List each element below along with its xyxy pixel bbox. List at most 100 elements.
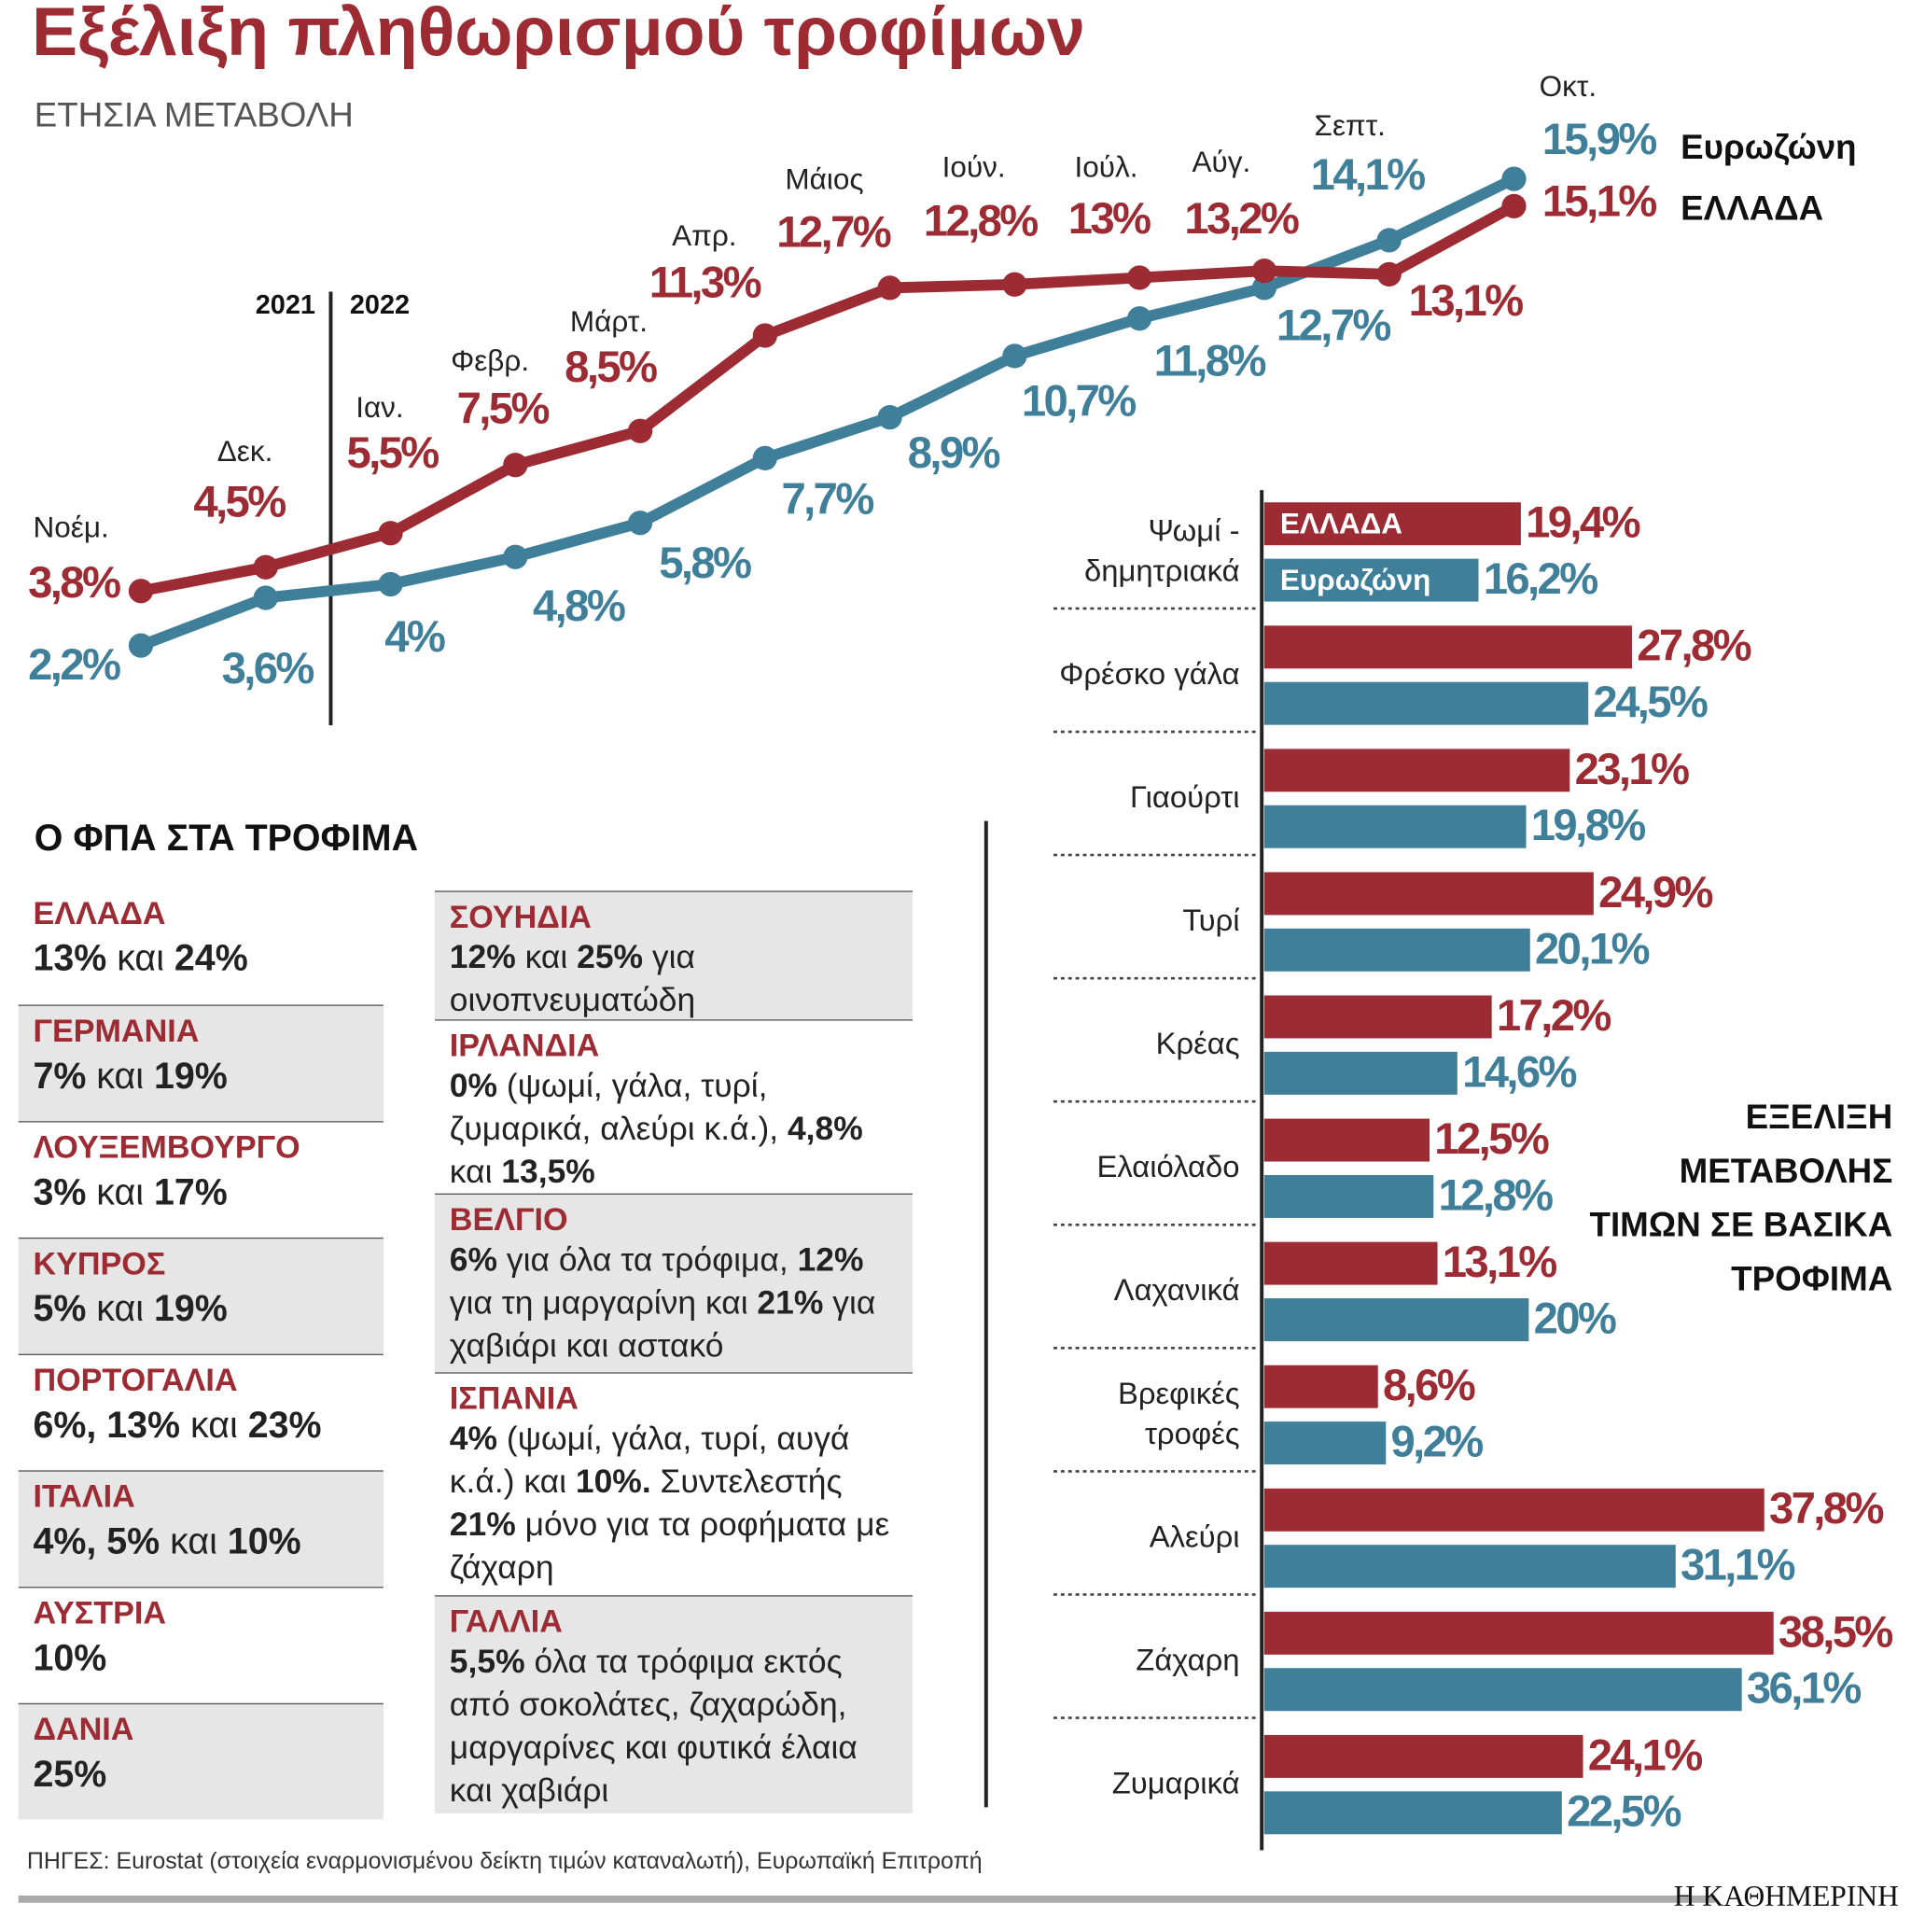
bar [1263,1611,1774,1655]
value-label: 15,9% [1542,115,1656,164]
vat-text: 5,5% όλα τα τρόφιμα εκτός από σοκολάτες,… [450,1641,898,1813]
bar [1263,1118,1430,1162]
bar [1263,625,1632,669]
bar [1263,995,1492,1039]
category-label: Ζάχαρη [1136,1642,1239,1676]
value-label: 17,2% [1497,991,1611,1041]
vat-text: 12% και 25% για οινοπνευματώδη [450,936,898,1022]
title: Εξέλιξη πληθωρισμού τροφίμων [32,0,1085,70]
value-label: 7,5% [457,385,550,434]
country: ΒΕΛΓΙΟ [449,1200,568,1238]
country: ΓΑΛΛΙΑ [449,1603,563,1640]
point [1501,166,1527,191]
value-label: 38,5% [1778,1607,1892,1657]
legend-label: ΕΛΛΑΔΑ [1681,189,1823,228]
vat-part: 4,8% [787,1110,863,1147]
month-label: Σεπτ. [1314,108,1385,142]
bar [1263,1298,1529,1341]
value-label: 12,8% [1439,1170,1553,1220]
country: ΙΣΠΑΝΙΑ [449,1379,579,1417]
vat-text: 4%, 5% και 10% [33,1516,369,1570]
point [1376,228,1402,253]
vat-part: 10%. [575,1463,651,1500]
vat-part: για χαβιάρι και αστακό [449,1283,876,1365]
value-label: 8,6% [1383,1361,1475,1410]
vat-row: ΓΕΡΜΑΝΙΑ 7% και 19% [18,1004,384,1122]
bar [1263,558,1479,602]
vat-text: 25% [33,1748,369,1802]
vat-row: ΙΡΛΑΝΔΙΑ 0% (ψωμί, γάλα, τυρί, ζυμαρικά, … [435,1019,914,1193]
vat-part: για οινοπνευματώδη [449,938,696,1018]
category-line: τροφές [1145,1416,1240,1450]
category-label: Γιαούρτι [1130,779,1240,814]
category-label: Βρεφικές τροφές [1118,1376,1240,1450]
vat-part: 25% [33,1754,107,1796]
vat-part: και [160,1521,228,1562]
value-label: 12,5% [1434,1114,1548,1164]
point [128,579,154,604]
vat-row: ΙΣΠΑΝΙΑ 4% (ψωμί, γάλα, τυρί, αυγά κ.ά.) … [435,1372,914,1595]
month-label: Οκτ. [1540,69,1597,103]
bar [1263,1174,1434,1218]
point [752,323,777,348]
value-label: 12,8% [924,197,1038,246]
vat-part: 10% [33,1638,107,1679]
country: ΙΡΛΑΝΔΙΑ [449,1027,600,1064]
legend-label: ΕΛΛΑΔΑ [1280,507,1402,540]
value-label: 11,8% [1154,336,1266,385]
bar [1263,1421,1387,1465]
vat-part: 12% [797,1240,864,1279]
vat-part: και [86,1289,154,1330]
point [1251,259,1277,284]
vat-part: 3% [33,1172,87,1213]
value-label: 12,7% [1276,301,1390,350]
bar [1263,749,1570,792]
source: ΠΗΓΕΣ: Eurostat (στοιχεία εναρμονισμένου… [27,1848,983,1874]
vat-text: 3% και 17% [33,1167,369,1221]
category-line: δημητριακά [1084,553,1240,587]
value-label: 27,8% [1637,622,1751,671]
value-label: 20% [1534,1294,1616,1343]
vat-part: και [515,938,578,975]
value-label: 4,8% [533,581,625,631]
vat-part: 5,5% [449,1643,525,1680]
value-label: 36,1% [1747,1664,1861,1714]
vat-row: ΒΕΛΓΙΟ 6% για όλα τα τρόφιμα, 12% για τη … [435,1193,914,1373]
month-label: Δεκ. [217,434,273,468]
vat-title: Ο ΦΠΑ ΣΤΑ ΤΡΟΦΙΜΑ [35,818,418,859]
bar [1263,1051,1458,1095]
vat-part: Συντελεστής [650,1463,843,1500]
year-label: 2021 [256,290,315,320]
point [128,633,154,658]
value-label: 22,5% [1567,1787,1681,1837]
category-label: Ψωμί - δημητριακά [1084,512,1240,587]
value-label: 14,1% [1311,150,1425,200]
series-line [139,201,1517,597]
vat-row: ΕΛΛΑΔΑ 13% και 24% [19,889,384,1005]
country: ΑΥΣΤΡΙΑ [33,1593,167,1631]
value-label: 23,1% [1575,745,1689,794]
category-label: Αλεύρι [1150,1519,1240,1553]
point [503,544,528,569]
vat-part: 12% [449,938,516,975]
vat-part: 13% [33,938,107,979]
bar [1263,1734,1583,1778]
series-line [138,174,1517,651]
point [1501,193,1527,218]
vat-part: και [106,938,174,979]
value-label: 24,1% [1588,1730,1702,1780]
vat-text: 5% και 19% [33,1283,369,1337]
point [253,554,278,580]
point [1251,275,1277,301]
value-label: 15,1% [1542,177,1656,227]
value-label: 19,4% [1526,498,1639,548]
vat-row: ΓΑΛΛΙΑ 5,5% όλα τα τρόφιμα εκτός από σοκο… [435,1595,914,1813]
bar [1263,805,1527,848]
value-label: 10,7% [1022,377,1136,427]
country: ΠΟΡΤΟΓΑΛΙΑ [33,1361,238,1398]
point [752,445,777,471]
value-label: 24,9% [1598,868,1712,917]
value-label: 8,9% [908,428,1000,478]
bar [1263,872,1594,916]
